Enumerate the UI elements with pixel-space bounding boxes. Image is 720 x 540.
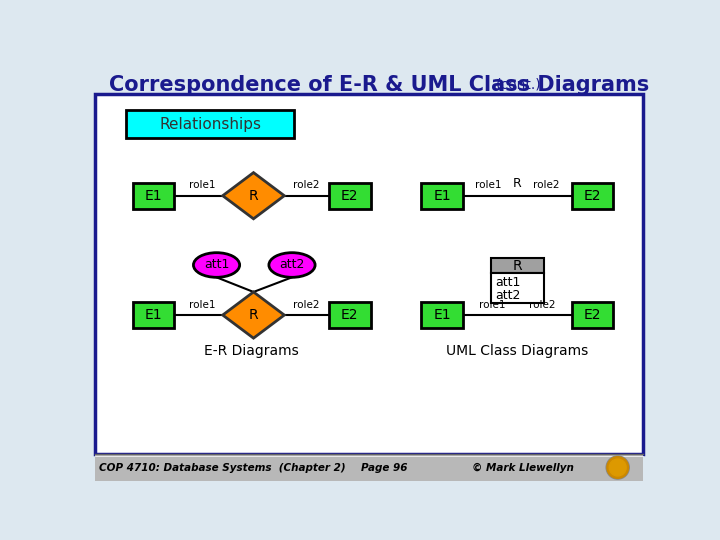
Bar <box>132 183 174 209</box>
Bar <box>572 302 613 328</box>
Text: E-R Diagrams: E-R Diagrams <box>204 344 299 358</box>
Text: Relationships: Relationships <box>159 117 261 132</box>
Text: R: R <box>248 188 258 202</box>
Text: role1: role1 <box>189 180 215 190</box>
Bar <box>329 183 371 209</box>
Text: role1: role1 <box>189 300 215 309</box>
Text: att2: att2 <box>495 288 521 301</box>
Text: R: R <box>513 177 521 190</box>
Circle shape <box>606 456 629 479</box>
Text: E1: E1 <box>145 308 162 322</box>
Text: R: R <box>513 259 523 273</box>
Text: role2: role2 <box>292 180 319 190</box>
Text: E2: E2 <box>341 308 359 322</box>
Text: att1: att1 <box>495 276 521 289</box>
Polygon shape <box>222 173 284 219</box>
Text: © Mark Llewellyn: © Mark Llewellyn <box>472 462 574 472</box>
Text: E2: E2 <box>583 308 601 322</box>
Text: UML Class Diagrams: UML Class Diagrams <box>446 344 589 358</box>
Bar <box>421 302 463 328</box>
Text: att1: att1 <box>204 259 229 272</box>
Text: E1: E1 <box>145 188 162 202</box>
Bar <box>492 273 544 303</box>
Bar <box>329 302 371 328</box>
Text: role1: role1 <box>479 300 505 309</box>
Bar <box>127 110 294 138</box>
Bar <box>572 183 613 209</box>
Text: COP 4710: Database Systems  (Chapter 2): COP 4710: Database Systems (Chapter 2) <box>99 462 346 472</box>
Text: E1: E1 <box>433 308 451 322</box>
Text: role2: role2 <box>533 180 559 190</box>
Bar <box>132 302 174 328</box>
Text: R: R <box>248 308 258 322</box>
Ellipse shape <box>194 253 240 278</box>
Circle shape <box>607 457 629 478</box>
Text: att2: att2 <box>279 259 305 272</box>
Bar <box>421 183 463 209</box>
Text: role2: role2 <box>529 300 556 309</box>
Text: role2: role2 <box>292 300 319 309</box>
Text: E2: E2 <box>341 188 359 202</box>
Ellipse shape <box>269 253 315 278</box>
Text: Page 96: Page 96 <box>361 462 408 472</box>
Text: (cont.): (cont.) <box>496 78 541 92</box>
Polygon shape <box>222 292 284 338</box>
Text: E2: E2 <box>583 188 601 202</box>
Text: Correspondence of E-R & UML Class Diagrams: Correspondence of E-R & UML Class Diagra… <box>109 75 649 95</box>
Bar <box>95 94 643 455</box>
Text: role1: role1 <box>475 180 502 190</box>
Text: E1: E1 <box>433 188 451 202</box>
Bar <box>492 258 544 273</box>
Circle shape <box>609 459 626 476</box>
Bar <box>95 455 643 481</box>
